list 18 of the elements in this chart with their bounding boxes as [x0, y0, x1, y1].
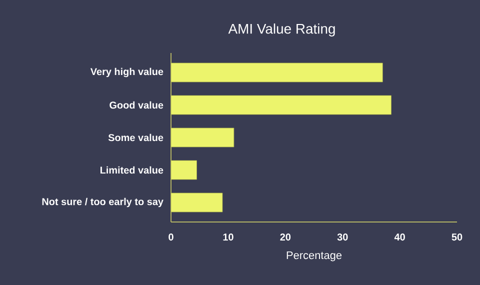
y-tick-label: Some value	[108, 134, 164, 142]
bar	[171, 128, 234, 148]
x-tick-label: 40	[394, 234, 405, 241]
bar	[171, 95, 392, 115]
x-tick-label: 30	[337, 234, 348, 241]
y-tick-label: Good value	[110, 101, 164, 109]
y-tick-label: Not sure / too early to say	[42, 198, 164, 208]
y-tick-label: Limited value	[100, 166, 164, 174]
y-tick-label: Very high value	[90, 68, 164, 78]
x-tick-label: 20	[280, 234, 291, 241]
x-tick-label: 50	[452, 234, 462, 241]
chart-title: AMI Value Rating	[228, 23, 335, 36]
x-tick-label: 10	[223, 234, 234, 241]
bar	[171, 160, 197, 180]
x-tick-label: 0	[168, 234, 174, 241]
bar	[171, 62, 383, 82]
x-axis-title: Percentage	[286, 251, 342, 262]
bar	[171, 192, 223, 212]
